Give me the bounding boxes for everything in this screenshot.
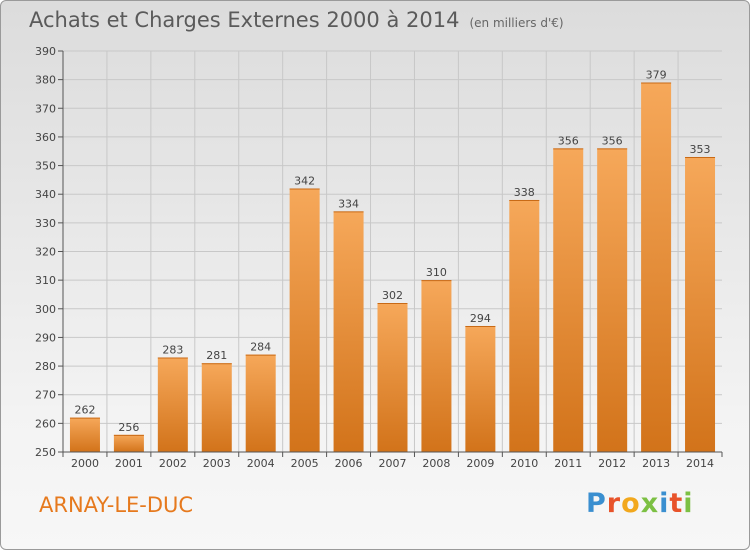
bar: [333, 211, 364, 452]
bar: [245, 354, 276, 452]
logo-letter: P: [586, 488, 607, 519]
bar: [465, 325, 496, 452]
y-tick-label: 330: [35, 217, 56, 230]
y-tick-label: 350: [35, 160, 56, 173]
data-label: 356: [602, 134, 623, 147]
bars: [69, 82, 716, 452]
y-tick-label: 280: [35, 360, 56, 373]
x-tick-label: 2008: [422, 457, 450, 470]
y-tick-label: 250: [35, 446, 56, 459]
data-label: 342: [294, 174, 315, 187]
logo-letter: x: [640, 488, 660, 519]
bar: [289, 188, 320, 452]
logo-letter: o: [621, 488, 641, 519]
x-tick-label: 2014: [686, 457, 714, 470]
bar: [597, 148, 628, 452]
data-label: 356: [558, 134, 579, 147]
logo-letter: i: [659, 488, 670, 519]
data-label: 379: [646, 69, 667, 82]
y-tick-label: 360: [35, 131, 56, 144]
x-tick-label: 2009: [466, 457, 494, 470]
data-label: 262: [74, 404, 95, 417]
bar: [421, 280, 452, 452]
labels: 250 260 270 280 290 300 310 320 330 340 350 360 370 3…: [35, 45, 714, 470]
y-tick-label: 320: [35, 246, 56, 259]
logo-letter: t: [669, 488, 684, 519]
y-tick-label: 300: [35, 303, 56, 316]
place-name: ARNAY-LE-DUC: [39, 493, 194, 517]
data-label: 338: [514, 186, 535, 199]
y-tick-label: 260: [35, 417, 56, 430]
y-tick-label: 310: [35, 274, 56, 287]
data-label: 283: [162, 343, 183, 356]
data-label: 294: [470, 312, 491, 325]
y-tick-label: 370: [35, 102, 56, 115]
chart-title: Achats et Charges Externes 2000 à 2014 (e…: [29, 8, 564, 32]
bar: [69, 417, 100, 452]
data-label: 302: [382, 289, 403, 302]
y-tick-label: 340: [35, 188, 56, 201]
data-label: 334: [338, 197, 359, 210]
bar: [641, 82, 672, 452]
bar: [113, 434, 144, 452]
bar: [157, 357, 188, 452]
x-tick-label: 2005: [291, 457, 319, 470]
data-label: 256: [118, 421, 139, 434]
y-tick-label: 390: [35, 45, 56, 58]
axes: [58, 50, 723, 457]
bar: [509, 199, 540, 452]
chart-unit: (en milliers d'€): [469, 16, 564, 30]
bar: [553, 148, 584, 452]
logo-letter: i: [683, 488, 694, 519]
x-tick-label: 2003: [203, 457, 231, 470]
x-tick-label: 2012: [598, 457, 626, 470]
bar: [201, 363, 232, 452]
y-tick-label: 290: [35, 331, 56, 344]
x-tick-label: 2013: [642, 457, 670, 470]
logo-letter: r: [606, 488, 622, 519]
x-tick-label: 2001: [115, 457, 143, 470]
bar: [377, 303, 408, 452]
y-tick-label: 270: [35, 389, 56, 402]
bar: [685, 156, 716, 452]
x-tick-label: 2000: [71, 457, 99, 470]
x-tick-label: 2004: [247, 457, 275, 470]
data-label: 284: [250, 341, 271, 354]
x-tick-label: 2010: [510, 457, 538, 470]
x-tick-label: 2011: [554, 457, 582, 470]
y-tick-label: 380: [35, 74, 56, 87]
x-tick-label: 2002: [159, 457, 187, 470]
data-label: 281: [206, 349, 227, 362]
data-label: 310: [426, 266, 447, 279]
data-label: 353: [690, 143, 711, 156]
proxiti-logo[interactable]: Proxiti: [586, 488, 694, 519]
x-tick-label: 2007: [379, 457, 407, 470]
chart-title-text: Achats et Charges Externes 2000 à 2014: [29, 8, 460, 32]
x-tick-label: 2006: [335, 457, 363, 470]
